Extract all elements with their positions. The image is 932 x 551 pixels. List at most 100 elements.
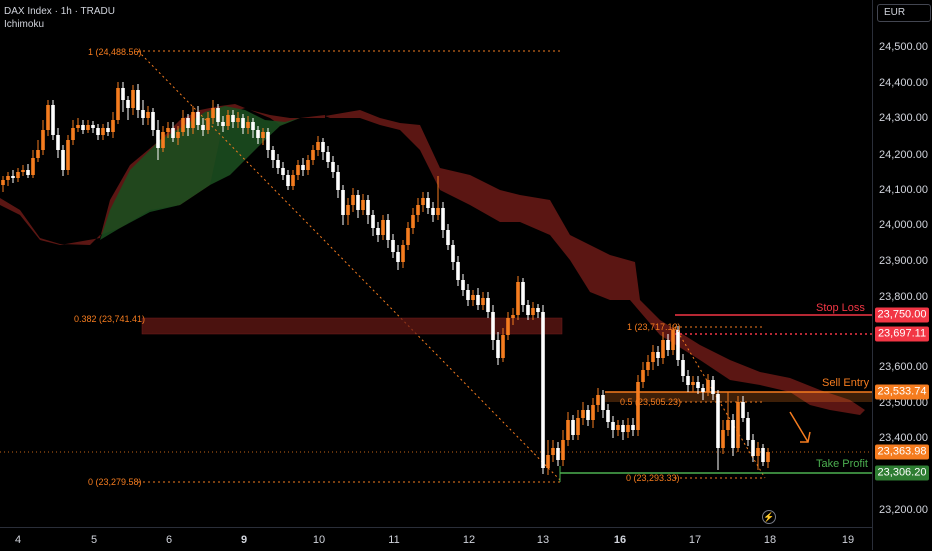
candle-body: [96, 128, 100, 135]
candle-body: [721, 430, 725, 448]
candle-body: [106, 128, 110, 132]
candle-body: [281, 168, 285, 175]
candle-body: [341, 190, 345, 215]
candle-body: [576, 418, 580, 435]
ichimoku-cloud-bear: [325, 110, 865, 415]
candle-body: [411, 215, 415, 228]
symbol-title[interactable]: DAX Index · 1h · TRADU: [4, 6, 115, 17]
candle-body: [406, 228, 410, 245]
time-tick-label: 16: [613, 534, 627, 546]
candle-body: [131, 90, 135, 108]
candle-body: [601, 395, 605, 410]
candle-body: [1, 180, 5, 185]
level-price-tag: 23,697.11: [875, 326, 929, 342]
candle-body: [251, 122, 255, 130]
candle-body: [681, 360, 685, 376]
candle-body: [516, 282, 520, 315]
candle-body: [586, 410, 590, 420]
candle-body: [136, 90, 140, 110]
time-tick-label: 17: [688, 534, 702, 546]
candle-body: [581, 410, 585, 418]
trend-arrow-icon: [789, 411, 811, 443]
time-axis[interactable]: 4 5 6 9 10 11 12 13 16 17 18 19: [0, 527, 872, 551]
candle-body: [31, 158, 35, 175]
candle-body: [461, 280, 465, 290]
candle-body: [111, 120, 115, 132]
candle-body: [21, 170, 25, 172]
candle-body: [91, 125, 95, 128]
candle-body: [436, 208, 440, 215]
chart-plot-area[interactable]: DAX Index · 1h · TRADU Ichimoku 1 (24,48…: [0, 0, 872, 527]
candle-body: [141, 110, 145, 118]
candle-body: [446, 230, 450, 245]
candle-body: [176, 132, 180, 138]
candle-body: [381, 220, 385, 235]
candle-body: [456, 262, 460, 280]
price-tick-label: 24,000.00: [879, 219, 928, 231]
price-tick-label: 24,200.00: [879, 149, 928, 161]
candle-body: [171, 128, 175, 138]
price-tick-label: 23,500.00: [879, 397, 928, 409]
candle-body: [26, 170, 30, 175]
candle-body: [561, 440, 565, 460]
candle-body: [556, 448, 560, 460]
take-profit-price-tag: 23,306.20: [875, 465, 929, 481]
candle-body: [346, 205, 350, 215]
candle-body: [471, 295, 475, 300]
candle-body: [6, 176, 10, 180]
candle-body: [501, 335, 505, 358]
candle-body: [46, 105, 50, 130]
fib-big-0-label: 0 (23,279.58): [88, 477, 142, 487]
current-price-tag: 23,363.98: [875, 444, 929, 460]
candle-body: [321, 142, 325, 152]
time-tick-label: 11: [388, 534, 400, 546]
time-tick-label: 19: [841, 534, 855, 546]
candle-body: [526, 305, 530, 315]
price-tick-label: 24,500.00: [879, 41, 928, 53]
candle-body: [701, 388, 705, 392]
candle-body: [441, 208, 445, 230]
fib-small-05-label: 0.5 (23,505.23): [620, 397, 682, 407]
price-axis[interactable]: EUR 24,500.00 24,400.00 24,300.00 24,200.00…: [872, 0, 932, 550]
candle-body: [266, 132, 270, 150]
candle-body: [51, 105, 55, 135]
lightning-icon[interactable]: ⚡: [762, 510, 776, 524]
candle-body: [181, 118, 185, 132]
candle-body: [201, 125, 205, 130]
candle-body: [756, 448, 760, 456]
candle-body: [746, 418, 750, 440]
candle-body: [336, 172, 340, 190]
candle-body: [126, 100, 130, 108]
candle-body: [396, 252, 400, 262]
time-tick-label: 5: [90, 534, 98, 546]
candle-body: [191, 112, 195, 128]
candle-body: [706, 380, 710, 392]
candle-body: [476, 295, 480, 305]
candle-body: [591, 405, 595, 420]
indicator-label[interactable]: Ichimoku: [4, 19, 45, 30]
candle-body: [596, 395, 600, 405]
candle-body: [726, 420, 730, 430]
candle-body: [736, 402, 740, 448]
candle-body: [41, 130, 45, 150]
candle-body: [611, 422, 615, 430]
candle-body: [161, 132, 165, 148]
candle-body: [641, 370, 645, 382]
candle-body: [541, 312, 545, 468]
candle-body: [286, 175, 290, 186]
candle-body: [296, 165, 300, 175]
take-profit-label: Take Profit: [816, 458, 868, 470]
candle-body: [616, 425, 620, 430]
fib-big-382-zone: [141, 317, 563, 335]
candle-body: [246, 122, 250, 128]
candle-body: [61, 150, 65, 170]
candle-body: [36, 150, 40, 158]
price-tick-label: 23,800.00: [879, 291, 928, 303]
candle-body: [261, 132, 265, 138]
chart-canvas[interactable]: [0, 0, 872, 527]
time-tick-label: 4: [14, 534, 22, 546]
currency-button[interactable]: EUR: [877, 4, 931, 22]
candle-body: [676, 330, 680, 360]
candle-body: [156, 130, 160, 148]
candle-body: [221, 122, 225, 126]
